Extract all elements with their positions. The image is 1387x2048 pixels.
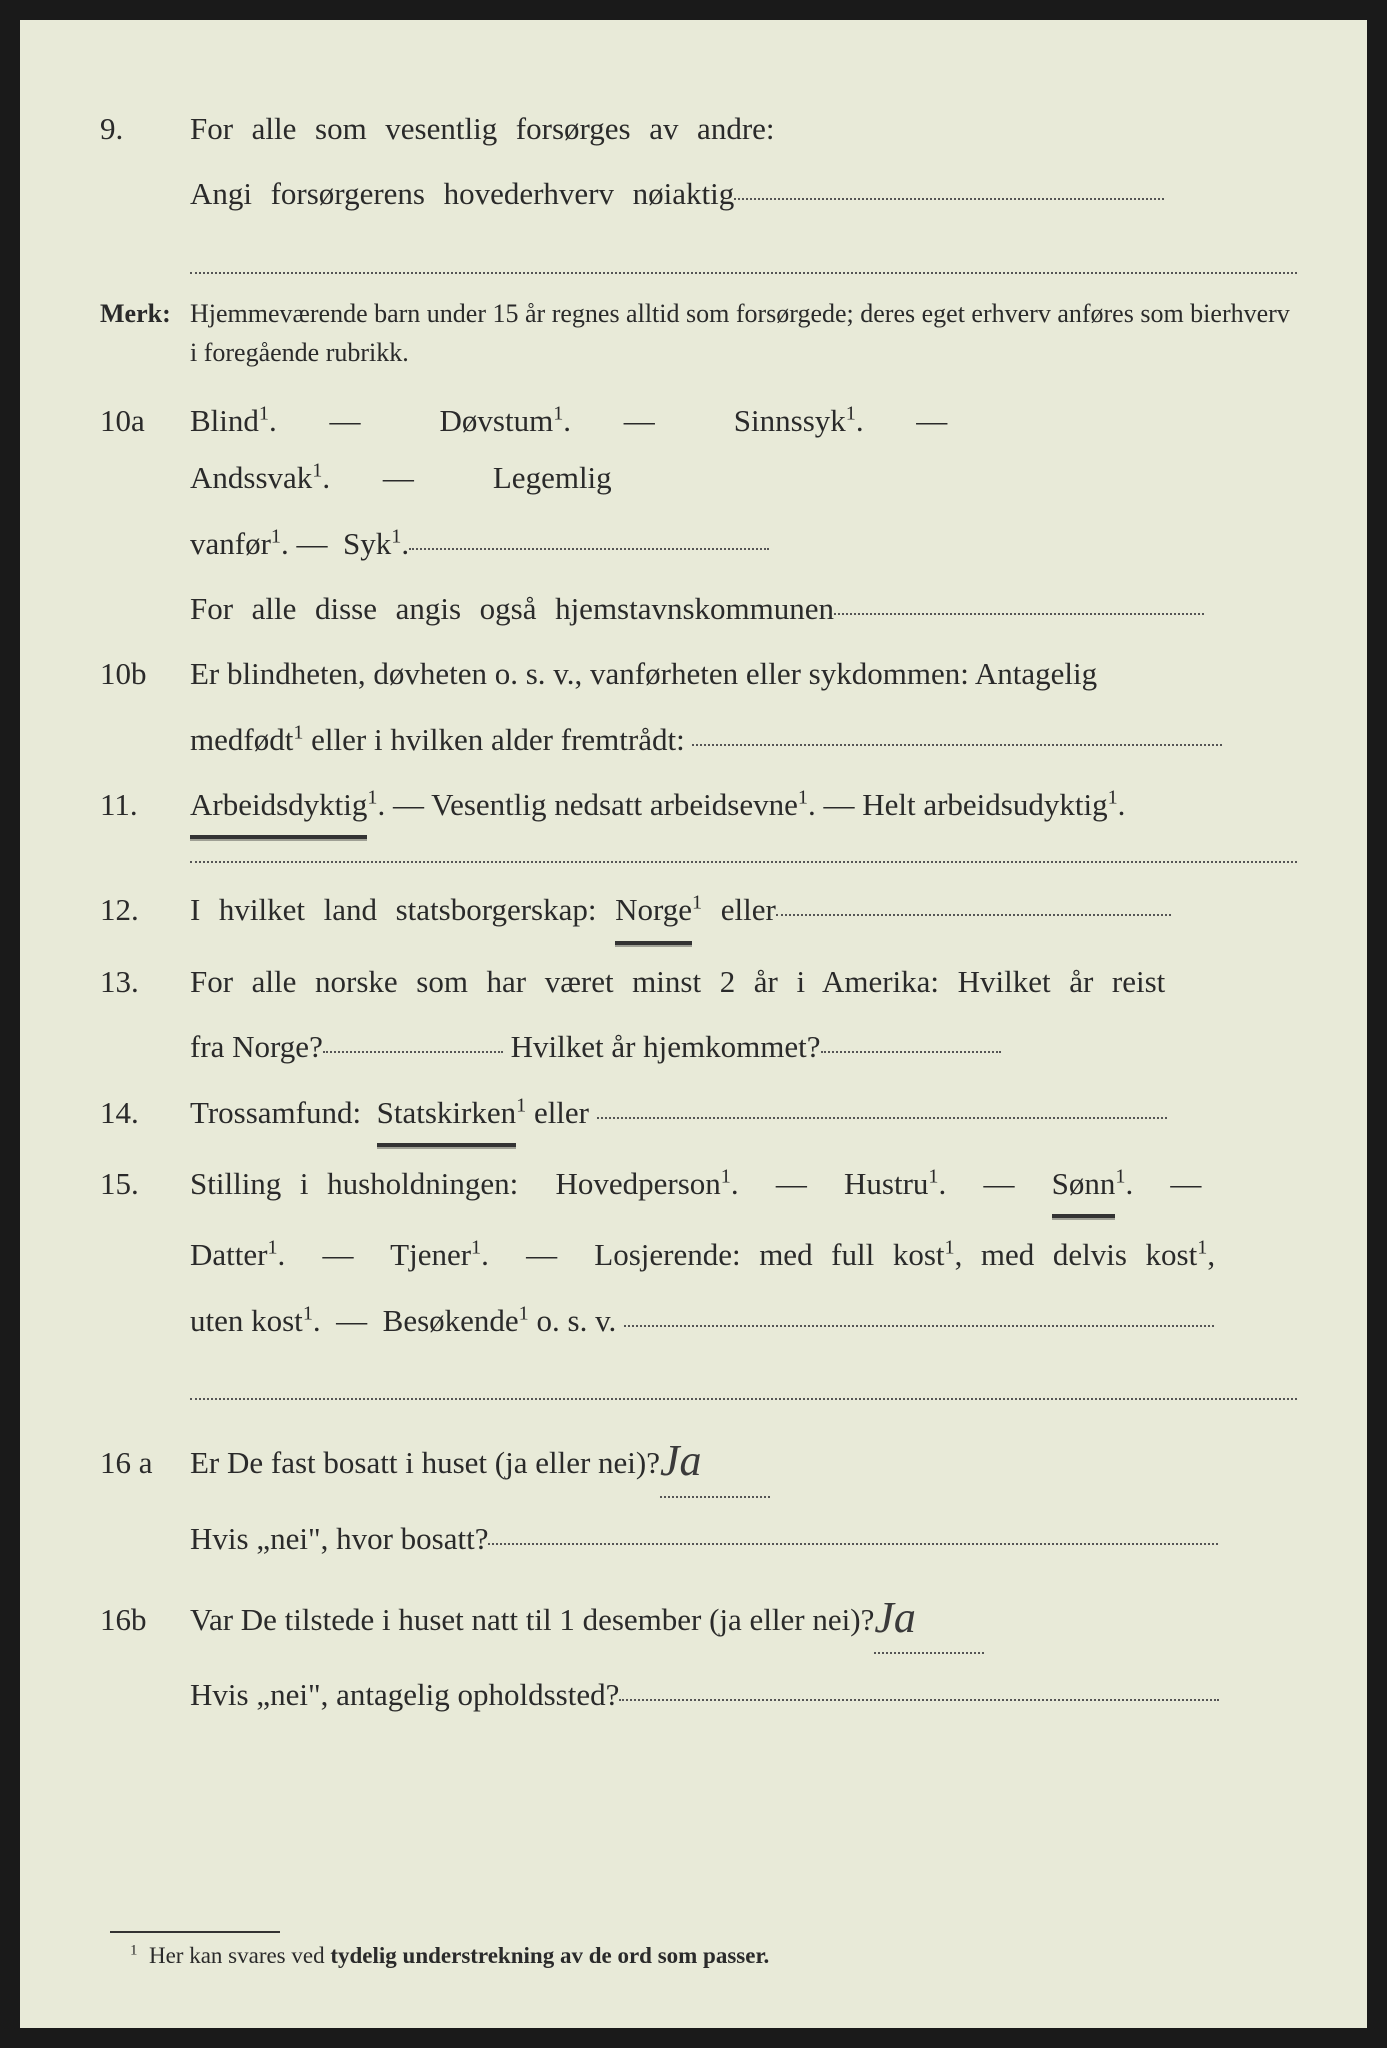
q15-number: 15. xyxy=(90,1155,190,1212)
merk-row: Merk: Hjemmeværende barn under 15 år reg… xyxy=(90,294,1297,372)
fill-line[interactable] xyxy=(190,231,1297,274)
fill-line[interactable] xyxy=(488,1543,1218,1545)
q12: 12. I hvilket land statsborgerskap: Norg… xyxy=(90,881,1297,944)
opt-norge-selected: Norge xyxy=(615,881,692,944)
q10a-line3: For alle disse angis også hjemstavnskomm… xyxy=(90,580,1297,637)
q12-number: 12. xyxy=(90,881,190,938)
fill-line[interactable] xyxy=(624,1325,1214,1327)
q10a-line1: 10a Blind1. — Døvstum1. — Sinnssyk1. — A… xyxy=(90,392,1297,507)
q16b-number: 16b xyxy=(90,1591,190,1648)
q9-number: 9. xyxy=(90,100,190,157)
footnote: 1 Her kan svares ved tydelig understrekn… xyxy=(130,1935,769,1978)
fill-line[interactable] xyxy=(834,613,1204,615)
footnote-rule xyxy=(110,1931,280,1933)
q15-line3: uten kost1. — Besøkende1 o. s. v. xyxy=(90,1292,1297,1349)
q13-number: 13. xyxy=(90,953,190,1010)
opt-dovstum: Døvstum xyxy=(440,403,554,438)
q13-line1: 13. For alle norske som har været minst … xyxy=(90,953,1297,1010)
q15-extra-line xyxy=(90,1357,1297,1400)
fill-line[interactable]: Ja xyxy=(874,1571,984,1654)
q14: 14. Trossamfund: Statskirken1 eller xyxy=(90,1084,1297,1147)
opt-statskirken-selected: Statskirken xyxy=(377,1084,517,1147)
opt-andssvak: Andssvak xyxy=(190,460,312,495)
q9-extra-line xyxy=(90,231,1297,274)
q15-line1: 15. Stilling i husholdningen: Hovedperso… xyxy=(90,1155,1297,1218)
fill-line[interactable]: Ja xyxy=(660,1414,770,1497)
fill-line[interactable] xyxy=(619,1699,1219,1701)
merk-label: Merk: xyxy=(90,294,190,333)
q16b-line2: Hvis „nei", antagelig opholdssted? xyxy=(90,1666,1297,1723)
q16a-line1: 16 a Er De fast bosatt i huset (ja eller… xyxy=(90,1418,1297,1501)
fill-line[interactable] xyxy=(821,1051,1001,1053)
fill-line[interactable] xyxy=(776,914,1171,916)
opt-arbeidsdyktig-selected: Arbeidsdyktig xyxy=(190,776,367,839)
q16a-line2: Hvis „nei", hvor bosatt? xyxy=(90,1510,1297,1567)
q9-line1: 9. For alle som vesentlig forsørges av a… xyxy=(90,100,1297,157)
census-form-page: 9. For alle som vesentlig forsørges av a… xyxy=(20,20,1367,2028)
q10b-line2: medfødt1 eller i hvilken alder fremtrådt… xyxy=(90,711,1297,768)
q10b-number: 10b xyxy=(90,645,190,702)
q11: 11. Arbeidsdyktig1. — Vesentlig nedsatt … xyxy=(90,776,1297,839)
q9-line2: Angi forsørgerens hovederhverv nøiaktig xyxy=(90,165,1297,222)
opt-sinnssyk: Sinnssyk xyxy=(734,403,846,438)
q16b-line1: 16b Var De tilstede i huset natt til 1 d… xyxy=(90,1575,1297,1658)
fill-line[interactable] xyxy=(323,1051,503,1053)
opt-blind: Blind xyxy=(190,403,259,438)
fill-line[interactable] xyxy=(190,1357,1297,1400)
q9-text1: For alle som vesentlig forsørges av andr… xyxy=(190,100,1297,157)
opt-sonn-selected: Sønn xyxy=(1052,1155,1116,1218)
q14-number: 14. xyxy=(90,1084,190,1141)
fill-line[interactable] xyxy=(597,1117,1167,1119)
q16a-number: 16 a xyxy=(90,1434,190,1491)
fill-line[interactable] xyxy=(692,744,1222,746)
fill-line[interactable] xyxy=(409,548,769,550)
fill-line[interactable] xyxy=(734,198,1164,200)
q15-line2: Datter1. — Tjener1. — Losjerende: med fu… xyxy=(90,1226,1297,1283)
q9-text2: Angi forsørgerens hovederhverv nøiaktig xyxy=(190,176,734,211)
answer-16b: Ja xyxy=(874,1577,916,1658)
merk-text: Hjemmeværende barn under 15 år regnes al… xyxy=(190,294,1297,372)
q10a-number: 10a xyxy=(90,392,190,449)
q13-text1: For alle norske som har været minst 2 år… xyxy=(190,953,1297,1010)
q11-number: 11. xyxy=(90,776,190,833)
q13-line2: fra Norge? Hvilket år hjemkommet? xyxy=(90,1018,1297,1075)
section-divider xyxy=(190,861,1297,863)
q10b-text1: Er blindheten, døvheten o. s. v., vanfør… xyxy=(190,645,1297,702)
q10b-line1: 10b Er blindheten, døvheten o. s. v., va… xyxy=(90,645,1297,702)
q10a-line2: vanfør1. — Syk1. xyxy=(90,515,1297,572)
opt-legemlig: Legemlig xyxy=(493,460,612,495)
answer-16a: Ja xyxy=(660,1420,702,1501)
